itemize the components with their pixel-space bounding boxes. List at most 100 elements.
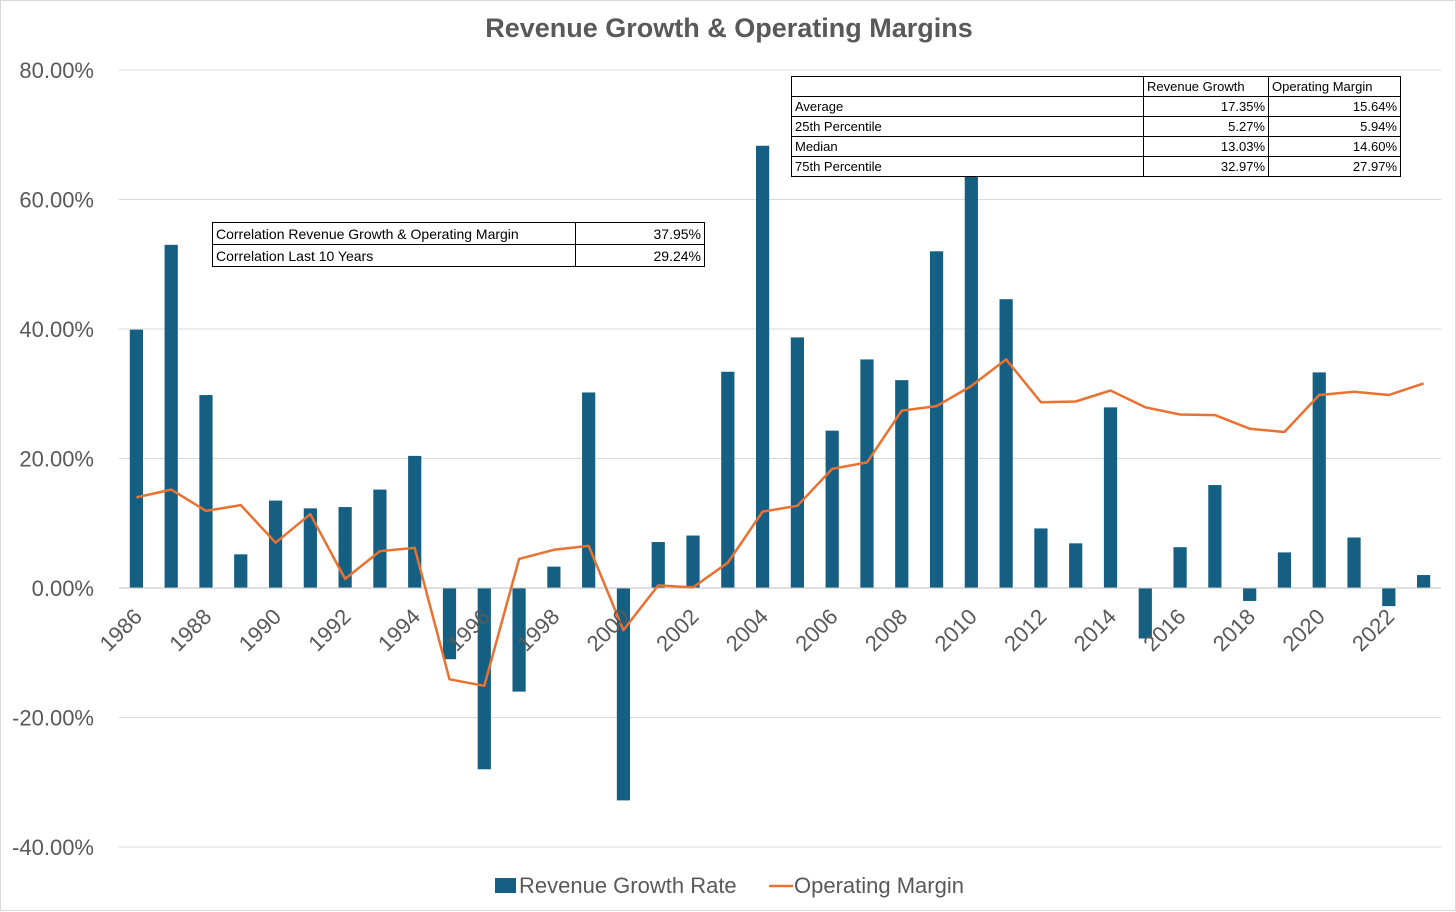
table-row: Median 13.03% 14.60% [791,136,1401,157]
table-cell: 13.03% [1143,136,1269,157]
bar-revenue-growth [199,395,213,588]
x-tick-label: 2008 [860,604,912,656]
table-header-row: Revenue Growth Operating Margin [791,76,1401,97]
table-cell: 37.95% [575,222,705,245]
x-tick-label: 1986 [95,604,147,656]
table-cell: 27.97% [1268,156,1401,177]
table-cell: 17.35% [1143,96,1269,117]
legend-label-operating-margin: Operating Margin [794,873,964,898]
bar-revenue-growth [338,507,352,588]
bar-revenue-growth [373,489,387,588]
table-header-cell [791,76,1144,97]
bar-revenue-growth [1312,372,1326,588]
bar-revenue-growth [616,588,631,801]
x-tick-label: 2002 [651,604,703,656]
x-tick-label: 2006 [790,604,842,656]
table-cell: 5.94% [1268,116,1401,137]
row-label: Average [791,96,1144,117]
y-tick-label: 60.00% [19,188,94,213]
bar-revenue-growth [1382,588,1396,607]
row-label: Correlation Last 10 Years [212,244,576,267]
table-cell: 5.27% [1143,116,1269,137]
x-tick-label: 2020 [1277,604,1329,656]
bar-revenue-growth [825,430,839,588]
bar-revenue-growth [686,535,700,588]
bar-revenue-growth [268,500,283,588]
x-tick-label: 1992 [303,604,355,656]
table-header-cell: Operating Margin [1268,76,1401,97]
table-row: Correlation Last 10 Years 29.24% [212,244,705,267]
y-tick-label: 40.00% [19,317,94,342]
bar-revenue-growth [1069,543,1083,588]
bar-revenue-growth [721,371,735,588]
legend-label-revenue-growth: Revenue Growth Rate [519,873,737,898]
table-header-cell: Revenue Growth [1143,76,1269,97]
x-tick-label: 2022 [1347,604,1399,656]
row-label: Median [791,136,1144,157]
x-tick-label: 1988 [164,604,216,656]
bar-revenue-growth [999,299,1013,588]
table-cell: 14.60% [1268,136,1401,157]
x-tick-label: 2012 [999,604,1051,656]
y-tick-label: 0.00% [32,576,94,601]
chart-title: Revenue Growth & Operating Margins [485,13,973,43]
y-tick-label: 20.00% [19,447,94,472]
revenue-growth-bars [129,145,1431,801]
row-label: 25th Percentile [791,116,1144,137]
y-tick-label: -40.00% [12,835,94,860]
bar-revenue-growth [860,359,874,588]
bar-revenue-growth [547,566,561,588]
correlation-table: Correlation Revenue Growth & Operating M… [212,222,705,267]
bar-revenue-growth [303,508,317,588]
bar-revenue-growth [1034,528,1048,588]
bar-revenue-growth [1243,588,1257,601]
y-axis-tick-labels: 80.00% 60.00% 40.00% 20.00% 0.00% -20.00% -40.… [12,58,94,860]
operating-margin-line-series [136,358,1424,688]
row-label: 75th Percentile [791,156,1144,177]
y-tick-label: -20.00% [12,706,94,731]
table-cell: 29.24% [575,244,705,267]
gridlines [119,69,1441,848]
bar-revenue-growth [164,244,178,588]
bar-revenue-growth [442,588,457,660]
x-tick-label: 2010 [930,604,982,656]
table-row: 25th Percentile 5.27% 5.94% [791,116,1401,137]
bar-revenue-growth [929,251,944,589]
bar-revenue-growth [1138,588,1152,639]
bar-revenue-growth [755,145,770,588]
bar-revenue-growth [1416,575,1431,588]
operating-margin-line [136,358,1424,688]
bar-revenue-growth [1208,485,1222,588]
bar-revenue-growth [1173,547,1187,588]
row-label: Correlation Revenue Growth & Operating M… [212,222,576,245]
bar-revenue-growth [582,392,596,588]
bar-revenue-growth [964,160,978,588]
bar-revenue-growth [234,554,248,588]
table-cell: 15.64% [1268,96,1401,117]
bar-revenue-growth [790,337,805,588]
bar-revenue-growth [1277,552,1292,588]
table-cell: 32.97% [1143,156,1269,177]
legend: Revenue Growth Rate Operating Margin [495,873,964,898]
x-tick-label: 2018 [1208,604,1260,656]
bar-revenue-growth [408,455,422,588]
x-tick-label: 1994 [373,604,425,656]
x-tick-label: 2004 [721,604,773,656]
x-tick-label: 1990 [234,604,286,656]
bar-revenue-growth [477,588,491,770]
table-row: Average 17.35% 15.64% [791,96,1401,117]
bar-revenue-growth [512,588,526,692]
y-tick-label: 80.00% [19,58,94,83]
x-axis-tick-labels: 1986 1988 1990 1992 1994 1996 1998 2000 2002 2004… [95,604,1400,656]
bar-revenue-growth [1347,537,1361,588]
summary-statistics-table: Revenue Growth Operating Margin Average … [791,76,1401,177]
bar-revenue-growth [895,380,909,588]
legend-swatch-revenue-growth [495,878,516,893]
bar-revenue-growth [651,542,665,588]
table-row: Correlation Revenue Growth & Operating M… [212,222,705,245]
bar-revenue-growth [1103,407,1118,588]
bar-revenue-growth [129,329,144,588]
x-tick-label: 2014 [1069,604,1121,656]
